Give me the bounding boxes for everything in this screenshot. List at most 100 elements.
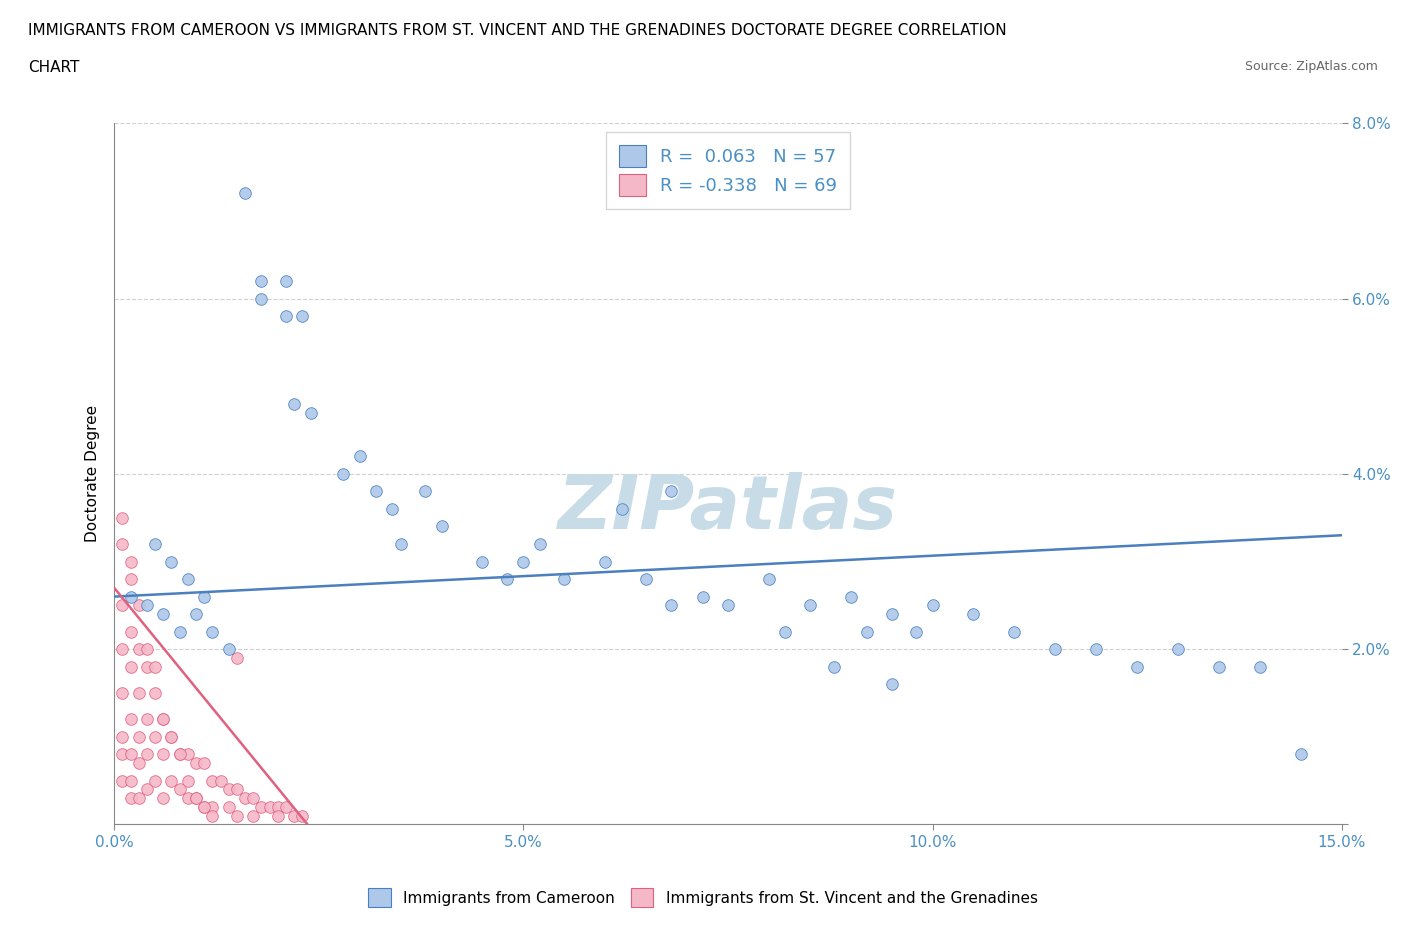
Point [880, 677, 903, 692]
Point [201, 800, 224, 815]
Point [111, 642, 134, 657]
Point [177, 773, 200, 788]
Point [143, 729, 166, 744]
Point [717, 598, 740, 613]
Point [962, 606, 984, 621]
Point [160, 554, 183, 569]
Point [128, 685, 150, 700]
Point [496, 572, 519, 587]
Point [111, 685, 134, 700]
Point [184, 756, 207, 771]
Point [111, 511, 134, 525]
Point [758, 572, 780, 587]
Point [1249, 659, 1271, 674]
Point [299, 405, 322, 420]
Point [218, 642, 240, 657]
Point [233, 790, 256, 805]
Point [201, 773, 224, 788]
Point [512, 554, 534, 569]
Point [111, 537, 134, 551]
Point [201, 808, 224, 823]
Point [152, 606, 174, 621]
Point [193, 590, 215, 604]
Point [169, 747, 191, 762]
Point [143, 685, 166, 700]
Point [1126, 659, 1149, 674]
Point [250, 291, 273, 306]
Point [201, 624, 224, 639]
Point [135, 659, 157, 674]
Point [184, 790, 207, 805]
Point [160, 729, 183, 744]
Point [135, 711, 157, 726]
Point [553, 572, 575, 587]
Point [226, 782, 249, 797]
Point [233, 186, 256, 201]
Point [291, 309, 314, 324]
Text: IMMIGRANTS FROM CAMEROON VS IMMIGRANTS FROM ST. VINCENT AND THE GRENADINES DOCTO: IMMIGRANTS FROM CAMEROON VS IMMIGRANTS F… [28, 23, 1007, 38]
Point [1085, 642, 1108, 657]
Point [111, 773, 134, 788]
Point [177, 790, 200, 805]
Point [177, 572, 200, 587]
Point [267, 808, 290, 823]
Point [218, 800, 240, 815]
Point [226, 808, 249, 823]
Point [593, 554, 616, 569]
Point [184, 790, 207, 805]
Point [471, 554, 494, 569]
Point [218, 782, 240, 797]
Point [120, 659, 142, 674]
Point [169, 782, 191, 797]
Point [636, 572, 658, 587]
Point [152, 747, 174, 762]
Point [283, 396, 305, 411]
Point [692, 590, 714, 604]
Point [413, 484, 436, 498]
Point [152, 711, 174, 726]
Point [120, 590, 142, 604]
Point [799, 598, 821, 613]
Point [267, 800, 290, 815]
Point [1208, 659, 1230, 674]
Point [1002, 624, 1025, 639]
Point [135, 782, 157, 797]
Point [143, 537, 166, 551]
Point [659, 484, 682, 498]
Point [152, 790, 174, 805]
Point [120, 747, 142, 762]
Point [1045, 642, 1067, 657]
Point [135, 598, 157, 613]
Point [209, 773, 232, 788]
Point [529, 537, 551, 551]
Point [111, 598, 134, 613]
Legend: R =  0.063   N = 57, R = -0.338   N = 69: R = 0.063 N = 57, R = -0.338 N = 69 [606, 132, 849, 209]
Point [120, 790, 142, 805]
Point [250, 800, 273, 815]
Point [856, 624, 879, 639]
Point [880, 606, 903, 621]
Point [823, 659, 845, 674]
Text: ZIPatlas: ZIPatlas [558, 472, 898, 546]
Point [610, 501, 633, 516]
Point [184, 606, 207, 621]
Point [143, 659, 166, 674]
Point [193, 800, 215, 815]
Point [135, 747, 157, 762]
Point [193, 756, 215, 771]
Point [274, 273, 297, 288]
Point [283, 808, 305, 823]
Point [120, 554, 142, 569]
Point [1289, 747, 1312, 762]
Point [332, 467, 354, 482]
Point [274, 800, 297, 815]
Point [773, 624, 796, 639]
Point [291, 808, 314, 823]
Point [250, 273, 273, 288]
Point [242, 808, 264, 823]
Point [160, 729, 183, 744]
Text: Source: ZipAtlas.com: Source: ZipAtlas.com [1244, 60, 1378, 73]
Point [242, 790, 264, 805]
Point [364, 484, 387, 498]
Point [226, 650, 249, 665]
